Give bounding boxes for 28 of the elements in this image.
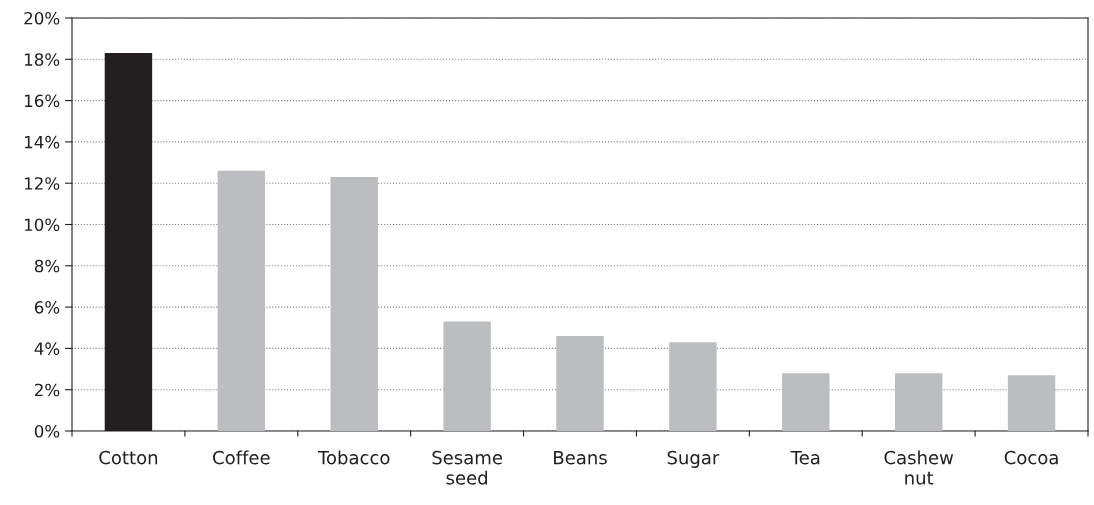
bar	[330, 177, 378, 431]
bar	[782, 373, 830, 431]
bar	[217, 170, 266, 431]
y-tick-label: 0%	[34, 424, 60, 438]
bar	[894, 373, 943, 431]
x-tick-label: Tobacco	[317, 450, 390, 465]
x-tick-label: Sugar	[667, 450, 720, 468]
bar	[443, 321, 491, 431]
bar	[556, 336, 604, 431]
y-tick-label: 14%	[24, 135, 60, 149]
bar	[1007, 375, 1056, 431]
x-tick-label: Beans	[554, 451, 607, 465]
y-tick-label: 12%	[24, 177, 60, 190]
y-tick-label: 8%	[34, 259, 60, 273]
x-tick-label: Tea	[790, 451, 820, 465]
y-tick-label: 16%	[24, 94, 60, 108]
y-tick-label: 18%	[24, 53, 60, 66]
x-tick-label: Sesame seed	[432, 450, 503, 485]
y-tick-label: 4%	[34, 342, 60, 355]
y-tick-label: 20%	[24, 11, 60, 25]
x-tick-label: Coffee	[213, 450, 270, 465]
bar	[669, 342, 717, 431]
y-tick-label: 6%	[34, 301, 60, 314]
y-tick-label: 2%	[34, 383, 60, 397]
x-tick-label: Cotton	[99, 450, 158, 465]
y-tick-label: 10%	[24, 218, 60, 232]
x-tick-label: Cocoa	[1004, 450, 1058, 465]
x-tick-label: Cashew nut	[884, 450, 954, 485]
